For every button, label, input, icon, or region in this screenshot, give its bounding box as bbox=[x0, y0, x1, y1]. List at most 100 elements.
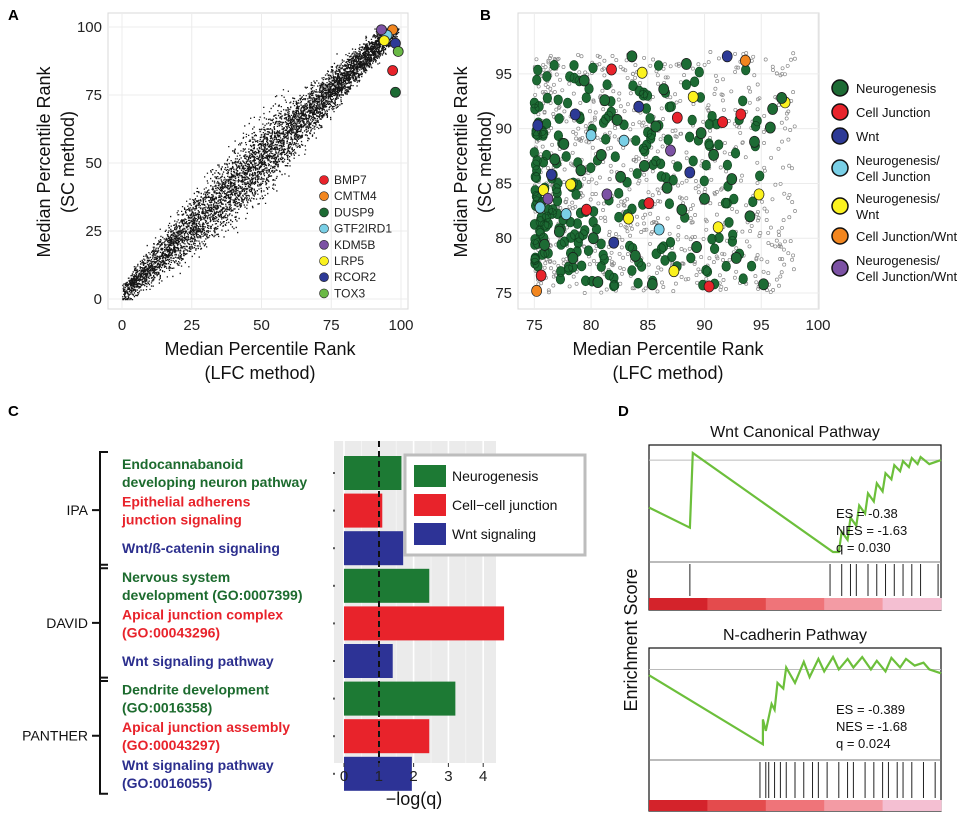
plot-d1 bbox=[648, 444, 942, 611]
plot-b-point-38 bbox=[653, 223, 665, 236]
plot-c-legend-swatch bbox=[414, 494, 446, 516]
plot-b-xlabel-2: (LFC method) bbox=[612, 363, 723, 383]
plot-c-bar-3 bbox=[344, 568, 430, 603]
plot-a-highlighted-genes bbox=[376, 24, 404, 98]
plot-a-point-kdm5b bbox=[376, 24, 387, 36]
plot-b-legend-swatch bbox=[831, 259, 849, 277]
plot-c-xtick-label: 3 bbox=[444, 768, 452, 785]
plot-c-term-label: Nervous system bbox=[122, 569, 230, 585]
plot-b-xtick-label: 85 bbox=[639, 317, 656, 334]
plot-c-ytick bbox=[333, 622, 335, 625]
plot-a-legend-label: KDM5B bbox=[334, 238, 375, 252]
plot-b-point-44 bbox=[676, 203, 688, 216]
plot-d-heat-segment bbox=[824, 598, 884, 610]
plot-a-xlabel-2: (LFC method) bbox=[204, 363, 315, 383]
plot-b-point-18 bbox=[585, 129, 597, 142]
plot-c-term-label: Endocannabanoid bbox=[122, 456, 243, 472]
plot-c-group-label: IPA bbox=[66, 502, 88, 518]
plot-a-ylabel-1: Median Percentile Rank bbox=[34, 65, 54, 257]
plot-b-legend-label: Neurogenesis/ bbox=[856, 153, 940, 168]
plot-c-term-label: Apical junction complex bbox=[122, 606, 283, 622]
plot-b-xlabel-1: Median Percentile Rank bbox=[572, 339, 764, 359]
plot-b-point-19 bbox=[587, 232, 599, 245]
plot-d-heat-segment bbox=[707, 800, 767, 811]
plot-b-point-21 bbox=[595, 148, 607, 161]
plot-a-point-bmp7 bbox=[387, 65, 399, 76]
plot-b-point-7 bbox=[549, 153, 561, 166]
plot-a-gene-points bbox=[122, 28, 400, 301]
plot-b-point-2 bbox=[532, 119, 544, 132]
plot-a-legend-swatch bbox=[319, 175, 329, 185]
plot-b-legend-swatch bbox=[831, 79, 849, 97]
plot-d-heat-segment bbox=[649, 800, 708, 811]
plot-d-heat-segment bbox=[824, 800, 884, 811]
plot-c-bar-8 bbox=[344, 756, 412, 791]
plot-c-ytick bbox=[333, 472, 335, 474]
plot-b-ticks: 75 80 85 90 95 100 75 80 85 90 95 bbox=[495, 66, 830, 334]
plot-b-point-53 bbox=[712, 221, 724, 234]
plot-b-point-17 bbox=[581, 203, 592, 216]
plot-b-point-42 bbox=[668, 265, 680, 278]
plot-d1-es: ES = -0.38 bbox=[836, 506, 898, 521]
plot-d2 bbox=[648, 647, 942, 812]
plot-a-legend-swatch bbox=[319, 288, 329, 299]
plot-c-term-label: Wnt/ß-catenin signaling bbox=[122, 540, 280, 556]
plot-b-legend-label: Neurogenesis/ bbox=[856, 191, 940, 206]
plot-b-point-6 bbox=[542, 192, 554, 205]
plot-c-ytick bbox=[333, 547, 335, 550]
plot-a-point-tox3 bbox=[392, 46, 404, 57]
plot-c-xtick-label: 4 bbox=[479, 768, 487, 785]
plot-b-point-34 bbox=[639, 159, 650, 172]
plot-c-ticks: 0 1 2 3 4 bbox=[333, 472, 487, 785]
plot-a-legend-label: CMTM4 bbox=[334, 189, 377, 203]
plot-c-legend-label: Cell−cell junction bbox=[452, 497, 557, 513]
plot-b-point-25 bbox=[608, 236, 620, 249]
plot-c-term-labels: Endocannabanoid developing neuron pathway… bbox=[121, 456, 307, 791]
plot-c-xtick-label: 2 bbox=[409, 768, 417, 785]
plot-c-bar-0 bbox=[344, 456, 402, 490]
plot-b-point-63 bbox=[758, 278, 769, 291]
plot-a-legend: BMP7 CMTM4 DUSP9 GTF2IRD1 KDM5B LRP5 RCOR2 TOX3 bbox=[319, 173, 392, 300]
plot-c-bracket-david bbox=[92, 563, 108, 682]
plot-b-xtick-label: 75 bbox=[526, 317, 543, 334]
plot-b-point-41 bbox=[665, 144, 676, 157]
plot-b-point-35 bbox=[643, 197, 655, 210]
plot-a-legend-swatch bbox=[319, 240, 329, 250]
plot-b-point-10 bbox=[558, 138, 570, 150]
plot-b-legend-label: Cell Junction bbox=[856, 105, 930, 120]
plot-c-bar-7 bbox=[344, 719, 430, 754]
plot-c-legend-swatch bbox=[414, 523, 446, 545]
plot-a-xtick-label: 100 bbox=[388, 317, 413, 334]
plot-d-heat-segment bbox=[765, 800, 825, 811]
plot-b-xtick-label: 80 bbox=[583, 317, 600, 334]
plot-a-xtick-label: 75 bbox=[323, 317, 340, 334]
plot-a-legend-swatch bbox=[319, 272, 329, 283]
plot-d-heat-segment bbox=[765, 598, 825, 610]
plot-b-point-43 bbox=[671, 111, 683, 124]
plot-b-point-59 bbox=[740, 54, 751, 67]
plot-c-xtick-label: 1 bbox=[375, 768, 383, 785]
plot-b-point-9 bbox=[553, 225, 565, 238]
plot-b-point-14 bbox=[567, 252, 579, 264]
plot-b-point-39 bbox=[658, 83, 670, 96]
plot-c-term-label: (GO:0016055) bbox=[122, 775, 212, 791]
plot-b-legend-swatch bbox=[831, 197, 849, 215]
plot-c-bracket-ipa bbox=[92, 451, 108, 570]
plot-b-xtick-label: 95 bbox=[753, 317, 770, 334]
plot-c-legend-label: Neurogenesis bbox=[452, 468, 538, 484]
plot-b-legend-label: Wnt bbox=[856, 129, 880, 144]
plot-d-ylabel: Enrichment Score bbox=[621, 568, 641, 711]
plot-a-legend-swatch bbox=[319, 207, 329, 218]
plot-c-bar-6 bbox=[344, 681, 456, 716]
plot-a-ytick-label: 50 bbox=[85, 155, 102, 172]
plot-b-ytick-label: 75 bbox=[495, 285, 512, 302]
plot-d-heat-segment bbox=[707, 598, 767, 610]
plot-c-term-label: Epithelial adherens bbox=[122, 494, 251, 510]
plot-c-term-label: Wnt signaling pathway bbox=[122, 757, 274, 773]
plot-c-ytick bbox=[333, 735, 335, 738]
plot-a-legend-label: BMP7 bbox=[334, 173, 367, 187]
plot-c-xtick-label: 0 bbox=[340, 768, 348, 785]
plot-c-xlabel: −log(q) bbox=[386, 789, 443, 809]
plot-c-group-label: DAVID bbox=[46, 615, 88, 631]
